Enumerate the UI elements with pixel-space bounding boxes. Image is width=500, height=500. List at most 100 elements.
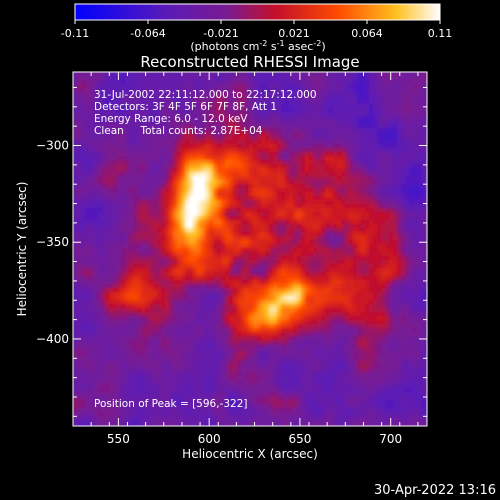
heatmap-cell <box>85 188 90 193</box>
heatmap-cell <box>157 128 162 133</box>
heatmap-cell <box>185 128 190 133</box>
heatmap-cell <box>201 112 206 117</box>
heatmap-cell <box>185 212 190 217</box>
heatmap-cell <box>73 204 78 209</box>
heatmap-cell <box>301 292 306 297</box>
heatmap-cell <box>269 248 274 253</box>
heatmap-cell <box>165 252 170 257</box>
heatmap-cell <box>377 164 382 169</box>
heatmap-cell <box>421 112 426 117</box>
heatmap-cell <box>149 176 154 181</box>
heatmap-cell <box>245 288 250 293</box>
heatmap-cell <box>285 168 290 173</box>
heatmap-cell <box>341 284 346 289</box>
heatmap-cell <box>137 148 142 153</box>
heatmap-cell <box>169 248 174 253</box>
heatmap-cell <box>141 156 146 161</box>
heatmap-cell <box>97 76 102 81</box>
heatmap-cell <box>105 184 110 189</box>
heatmap-cell <box>201 284 206 289</box>
heatmap-cell <box>221 248 226 253</box>
heatmap-cell <box>345 84 350 89</box>
heatmap-cell <box>389 120 394 125</box>
heatmap-cell <box>337 120 342 125</box>
heatmap-cell <box>205 108 210 113</box>
heatmap-cell <box>101 264 106 269</box>
heatmap-cell <box>193 272 198 277</box>
heatmap-cell <box>233 112 238 117</box>
heatmap-cell <box>401 108 406 113</box>
heatmap-cell <box>301 192 306 197</box>
heatmap-cell <box>121 188 126 193</box>
heatmap-cell <box>185 272 190 277</box>
heatmap-cell <box>245 192 250 197</box>
heatmap-cell <box>153 156 158 161</box>
heatmap-cell <box>193 292 198 297</box>
heatmap-cell <box>257 108 262 113</box>
heatmap-cell <box>289 116 294 121</box>
heatmap-cell <box>225 168 230 173</box>
heatmap-cell <box>369 136 374 141</box>
heatmap-cell <box>177 92 182 97</box>
heatmap-cell <box>169 132 174 137</box>
heatmap-cell <box>345 80 350 85</box>
heatmap-cell <box>333 152 338 157</box>
heatmap-cell <box>173 72 178 77</box>
heatmap-cell <box>221 84 226 89</box>
heatmap-cell <box>277 212 282 217</box>
heatmap-cell <box>265 292 270 297</box>
heatmap-cell <box>321 256 326 261</box>
heatmap-cell <box>181 84 186 89</box>
heatmap-cell <box>369 192 374 197</box>
heatmap-cell <box>129 280 134 285</box>
heatmap-cell <box>385 112 390 117</box>
heatmap-cell <box>389 96 394 101</box>
heatmap-cell <box>417 288 422 293</box>
heatmap-cell <box>385 136 390 141</box>
heatmap-cell <box>125 272 130 277</box>
heatmap-cell <box>385 208 390 213</box>
heatmap-cell <box>297 140 302 145</box>
heatmap-cell <box>409 176 414 181</box>
heatmap-cell <box>117 164 122 169</box>
heatmap-cell <box>133 236 138 241</box>
heatmap-cell <box>213 72 218 77</box>
heatmap-cell <box>161 84 166 89</box>
heatmap-cell <box>309 216 314 221</box>
heatmap-cell <box>161 96 166 101</box>
heatmap-cell <box>177 156 182 161</box>
heatmap-cell <box>225 152 230 157</box>
heatmap-cell <box>289 284 294 289</box>
heatmap-cell <box>213 168 218 173</box>
heatmap-cell <box>213 144 218 149</box>
heatmap-cell <box>125 240 130 245</box>
heatmap-cell <box>173 112 178 117</box>
heatmap-cell <box>149 116 154 121</box>
heatmap-cell <box>417 108 422 113</box>
heatmap-cell <box>205 104 210 109</box>
heatmap-cell <box>193 224 198 229</box>
heatmap-cell <box>89 244 94 249</box>
heatmap-cell <box>289 184 294 189</box>
heatmap-cell <box>409 264 414 269</box>
heatmap-cell <box>165 156 170 161</box>
heatmap-cell <box>293 184 298 189</box>
heatmap-cell <box>153 180 158 185</box>
heatmap-cell <box>93 80 98 85</box>
heatmap-cell <box>253 248 258 253</box>
heatmap-cell <box>373 292 378 297</box>
heatmap-cell <box>397 236 402 241</box>
heatmap-cell <box>281 168 286 173</box>
heatmap-cell <box>197 104 202 109</box>
heatmap-cell <box>309 168 314 173</box>
heatmap-cell <box>373 288 378 293</box>
heatmap-cell <box>81 200 86 205</box>
heatmap-cell <box>189 192 194 197</box>
heatmap-cell <box>297 132 302 137</box>
heatmap-cell <box>169 168 174 173</box>
heatmap-cell <box>77 260 82 265</box>
heatmap-cell <box>417 292 422 297</box>
heatmap-cell <box>361 104 366 109</box>
heatmap-cell <box>273 272 278 277</box>
heatmap-cell <box>85 204 90 209</box>
